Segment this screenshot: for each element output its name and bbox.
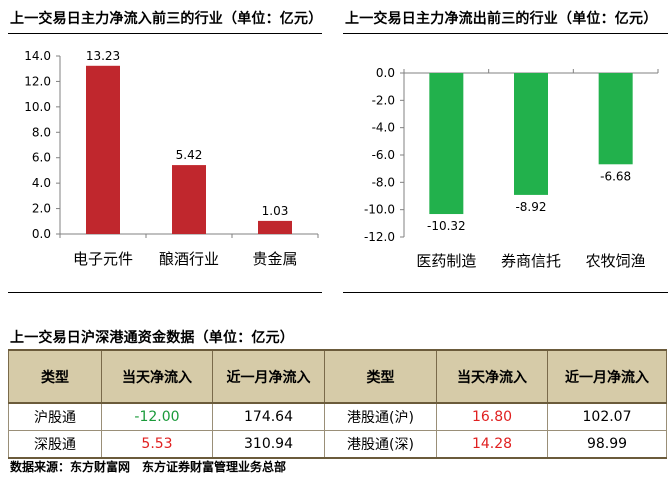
header-type-north: 类型 [8, 349, 102, 404]
y-tick-label: 14.0 [24, 49, 51, 63]
y-tick-label: 6.0 [32, 151, 51, 165]
category-label: 券商信托 [501, 252, 561, 270]
y-tick-label: -6.0 [372, 148, 395, 162]
cell-monthly-value: 310.94 [212, 430, 325, 459]
bar [514, 73, 548, 195]
y-tick-label: -8.0 [372, 175, 395, 189]
header-monthly-north: 近一月净流入 [212, 349, 325, 404]
cell-type: 深股通 [8, 430, 102, 459]
cell-daily-value: -12.00 [101, 402, 213, 431]
cell-monthly-value: 174.64 [212, 402, 325, 431]
header-type-south: 类型 [324, 349, 437, 404]
inflow-bottom-rule [8, 292, 322, 293]
bar-value-label: 1.03 [262, 204, 289, 218]
y-tick-label: 12.0 [24, 74, 51, 88]
bar [429, 73, 464, 215]
bar-value-label: -6.68 [600, 169, 631, 183]
y-tick-label: 0.0 [32, 227, 51, 241]
table-header-row: 类型 当天净流入 近一月净流入 类型 当天净流入 近一月净流入 [8, 349, 667, 404]
cell-type: 港股通(深) [324, 430, 437, 459]
y-tick-label: 8.0 [32, 125, 51, 139]
outflow-bottom-rule [343, 292, 668, 293]
bar [598, 73, 633, 165]
header-monthly-south: 近一月净流入 [547, 349, 667, 404]
bar [172, 165, 206, 234]
y-tick-label: 0.0 [376, 66, 395, 80]
y-tick-label: -2.0 [372, 93, 395, 107]
y-tick-label: -12.0 [364, 230, 395, 244]
cell-daily-value: 16.80 [436, 402, 548, 431]
connect-flow-table: 类型 当天净流入 近一月净流入 类型 当天净流入 近一月净流入 沪股通 -12.… [8, 349, 667, 459]
outflow-chart-title: 上一交易日主力净流出前三的行业（单位：亿元） [345, 11, 658, 27]
inflow-bar-chart: 0.0 2.0 4.0 6.0 8.0 10.0 12.0 14.0 13.23 电子元件 5.42… [24, 49, 319, 268]
category-label: 酿酒行业 [159, 250, 219, 268]
inflow-title-rule [8, 33, 322, 34]
connect-flow-title: 上一交易日沪深港通资金数据（单位：亿元） [10, 330, 294, 346]
category-label: 农牧饲渔 [586, 252, 646, 270]
y-tick-label: 10.0 [24, 100, 51, 114]
table-row: 沪股通 -12.00 174.64 港股通(沪) 16.80 102.07 [8, 402, 667, 431]
cell-monthly-value: 102.07 [547, 402, 667, 431]
cell-daily-value: 14.28 [436, 430, 548, 459]
table-row: 深股通 5.53 310.94 港股通(深) 14.28 98.99 [8, 430, 667, 459]
category-label: 贵金属 [252, 250, 297, 268]
inflow-chart-title: 上一交易日主力净流入前三的行业（单位：亿元） [10, 11, 323, 27]
data-source-note: 数据来源：东方财富网 东方证券财富管理业务总部 [10, 460, 287, 474]
bar-value-label: 5.42 [176, 148, 203, 162]
bar-value-label: -10.32 [427, 219, 466, 233]
y-tick-label: 2.0 [32, 202, 51, 216]
y-tick-label: 4.0 [32, 176, 51, 190]
bar [86, 65, 120, 234]
header-daily-south: 当天净流入 [436, 349, 548, 404]
y-tick-label: -4.0 [372, 121, 395, 135]
bar [258, 220, 292, 234]
outflow-bar-chart: 0.0 -2.0 -4.0 -6.0 -8.0 -10.0 -12.0 -10.32 医药制造 -… [364, 66, 659, 270]
category-label: 电子元件 [73, 250, 133, 268]
cell-type: 港股通(沪) [324, 402, 437, 431]
y-tick-label: -10.0 [364, 203, 395, 217]
bar-value-label: 13.23 [86, 49, 120, 63]
cell-type: 沪股通 [8, 402, 102, 431]
header-daily-north: 当天净流入 [101, 349, 213, 404]
outflow-title-rule [343, 33, 668, 34]
category-label: 医药制造 [416, 252, 476, 270]
cell-daily-value: 5.53 [101, 430, 213, 459]
cell-monthly-value: 98.99 [547, 430, 667, 459]
bar-value-label: -8.92 [515, 200, 546, 214]
